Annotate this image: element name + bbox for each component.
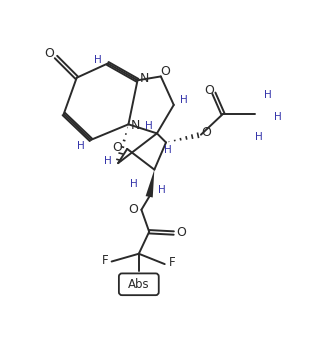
Text: N: N (140, 72, 149, 85)
Text: F: F (169, 256, 175, 269)
Text: H: H (274, 112, 282, 121)
Text: O: O (177, 226, 186, 239)
Text: H: H (164, 145, 172, 155)
Text: H: H (265, 90, 272, 100)
Text: O: O (202, 125, 211, 138)
Text: O: O (112, 141, 122, 154)
Text: O: O (204, 84, 214, 97)
Text: O: O (128, 203, 138, 216)
Text: O: O (161, 65, 170, 78)
Text: H: H (145, 121, 153, 131)
Text: N: N (131, 119, 140, 132)
Text: O: O (44, 47, 54, 60)
Polygon shape (146, 169, 154, 197)
Text: H: H (77, 140, 85, 150)
Text: H: H (255, 132, 263, 142)
Text: H: H (105, 155, 112, 166)
Text: H: H (130, 179, 138, 189)
Text: H: H (180, 95, 188, 105)
Text: Abs: Abs (128, 278, 150, 291)
Text: F: F (102, 254, 109, 267)
Text: H: H (94, 55, 101, 65)
FancyBboxPatch shape (119, 273, 159, 295)
Text: H: H (158, 185, 166, 195)
